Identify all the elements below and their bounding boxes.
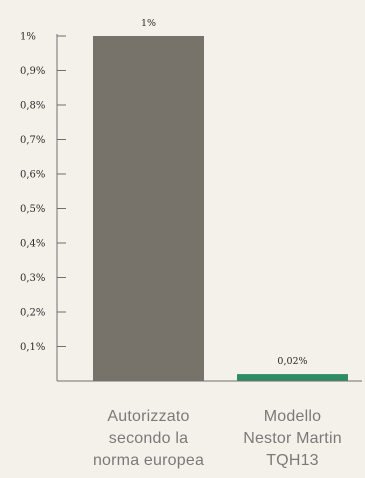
bars: 1% 0,02%	[93, 18, 348, 381]
x-category-label-line: TQH13	[266, 452, 319, 469]
bar-value-label: 0,02%	[277, 356, 307, 367]
bar	[237, 374, 348, 381]
y-tick-label: 0,4%	[20, 239, 45, 250]
x-axis: Autorizzato secondo la norma europea Modell…	[57, 380, 362, 469]
y-tick-label: 0,2%	[20, 308, 45, 319]
x-category-label-line: secondo la	[109, 430, 188, 447]
x-category-label: Autorizzato secondo la norma europea	[93, 408, 204, 469]
x-category-label-line: Autorizzato	[107, 408, 189, 425]
y-tick-label: 0,5%	[20, 204, 45, 215]
bar-value-label: 1%	[141, 18, 156, 29]
y-tick-label: 1%	[20, 32, 36, 43]
y-tick-label: 0,6%	[20, 170, 45, 181]
x-category-label-line: Nestor Martin	[243, 430, 342, 447]
y-tick-label: 0,9%	[20, 66, 45, 77]
y-tick-label: 0,8%	[20, 101, 45, 112]
y-tick-label: 0,1%	[20, 342, 45, 353]
y-tick-label: 0,3%	[20, 273, 45, 284]
y-axis: 1% 0,9% 0,8% 0,7% 0,6% 0,5% 0,4% 0,3% 0,2% 0,1%	[20, 32, 66, 381]
x-category-label-line: Modello	[264, 408, 321, 425]
x-category-label-line: norma europea	[93, 452, 204, 469]
x-category-label: Modello Nestor Martin TQH13	[243, 408, 342, 469]
bar	[93, 36, 204, 381]
y-tick-label: 0,7%	[20, 135, 45, 146]
